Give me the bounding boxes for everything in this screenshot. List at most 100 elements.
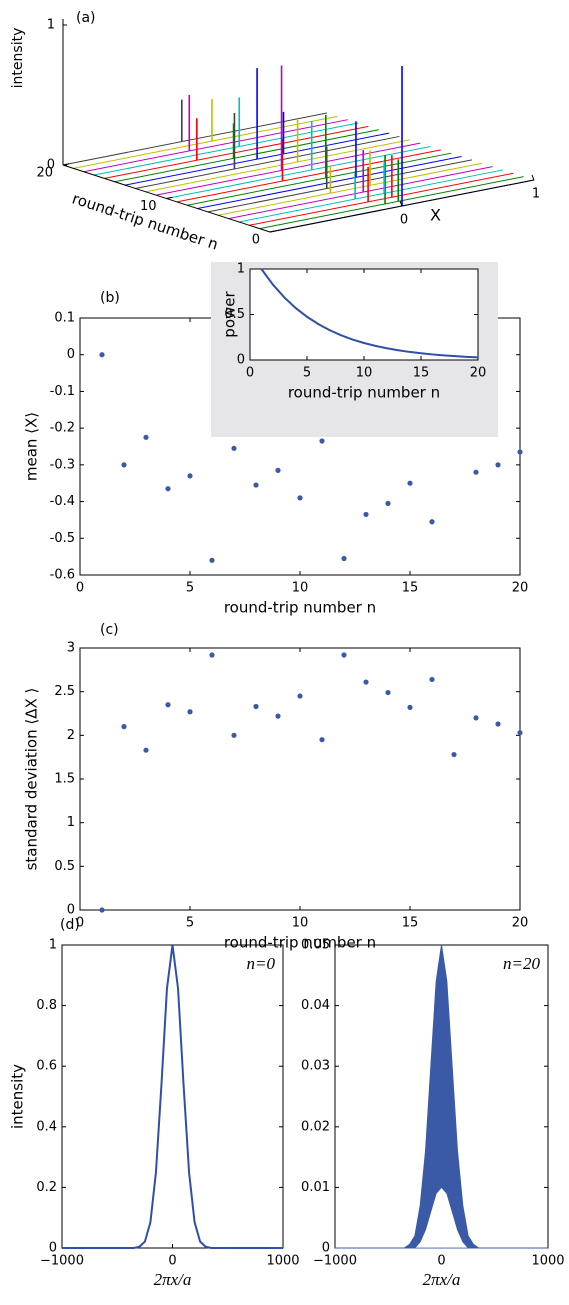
point: [407, 704, 413, 710]
panel-label: (c): [100, 622, 119, 638]
x-tick-label: 1000: [266, 1254, 299, 1269]
y-tick-label: 0: [67, 347, 75, 362]
y-tick-label: 2.5: [54, 684, 75, 699]
point: [253, 482, 259, 488]
baseline: [249, 172, 514, 226]
baseline: [207, 159, 472, 213]
x-tick-label: −1000: [40, 1254, 84, 1269]
z-tick-label: 1: [47, 18, 55, 33]
axes-box: [249, 268, 479, 361]
baseline: [145, 139, 410, 193]
y-tick-label: 0.5: [224, 307, 245, 322]
y-tick-label: -0.6: [50, 568, 75, 583]
y-tick-label: 3: [67, 641, 75, 656]
y-tick-label: 0.02: [301, 1119, 330, 1134]
z-tick-label: 0: [47, 158, 55, 173]
y-tick-label: -0.4: [50, 494, 75, 509]
x-tick-label: 0: [246, 366, 254, 381]
baseline: [166, 146, 431, 199]
y-tick-label: 1.5: [54, 772, 75, 787]
y-axis-label: standard deviation ⟨ΔX ⟩: [23, 688, 41, 871]
x-tick-label: 0: [400, 212, 408, 227]
x-axis: [269, 179, 535, 233]
baseline: [83, 119, 348, 173]
x-tick-label: 0: [168, 1254, 176, 1269]
annotation: n=0: [247, 954, 276, 973]
baseline: [135, 135, 400, 189]
baseline: [104, 125, 369, 179]
point: [473, 469, 479, 475]
x-tick-label: 5: [303, 366, 311, 381]
y-tick-label: 20: [36, 166, 53, 181]
y-tick-label: 0.01: [301, 1180, 330, 1195]
point: [385, 689, 391, 696]
point: [495, 462, 501, 468]
baseline: [228, 166, 493, 220]
baseline: [125, 132, 390, 186]
x-axis-label: round-trip number n: [224, 599, 376, 617]
point: [231, 445, 237, 451]
y-tick-label: 0.8: [36, 998, 57, 1013]
point: [451, 751, 457, 758]
point: [473, 715, 479, 721]
x-tick-label: 20: [470, 366, 487, 381]
panel-label: (d): [60, 917, 80, 933]
point: [517, 449, 523, 455]
point: [495, 721, 501, 727]
point: [99, 907, 105, 913]
z-axis-label: intensity: [10, 28, 26, 89]
x-tick: [399, 200, 403, 207]
y-axis-label: intensity: [9, 1064, 27, 1129]
y-tick-label: 0: [49, 1241, 57, 1256]
point: [517, 730, 523, 736]
point: [99, 352, 105, 358]
point: [363, 679, 369, 685]
point: [187, 709, 193, 715]
point: [121, 462, 127, 468]
x-tick-label: 10: [356, 366, 373, 381]
point: [385, 500, 391, 507]
y-tick-label: 0.04: [301, 998, 330, 1013]
baseline: [238, 169, 504, 223]
x-tick-label: 0: [76, 916, 84, 931]
y-tick-label: 0.1: [54, 311, 75, 326]
x-axis-label: 2πx/a: [423, 1270, 461, 1289]
y-tick-label: 10: [140, 199, 157, 214]
y-tick-label: 0.6: [36, 1059, 57, 1074]
x-axis-label: round-trip number n: [288, 384, 440, 402]
baseline: [62, 112, 328, 166]
area-lower: [335, 1186, 548, 1249]
x-tick-label: 5: [186, 581, 194, 596]
y-axis: [62, 164, 271, 233]
y-tick-label: -0.3: [50, 457, 75, 472]
y-axis-label: power: [221, 290, 239, 337]
y-tick-label: 1: [49, 938, 57, 953]
x-tick-label: 20: [512, 916, 529, 931]
y-tick-label: -0.2: [50, 421, 75, 436]
baseline: [176, 149, 441, 203]
point: [165, 486, 171, 492]
y-tick-label: -0.1: [50, 384, 75, 399]
point: [319, 438, 325, 444]
baseline: [218, 162, 483, 216]
baseline: [114, 129, 379, 183]
point: [407, 480, 413, 486]
point: [209, 557, 215, 563]
x-tick-label: 20: [512, 581, 529, 596]
baseline: [259, 176, 524, 230]
point: [209, 652, 215, 658]
point: [187, 473, 193, 479]
x-tick-label: 0: [76, 581, 84, 596]
baseline: [73, 115, 338, 169]
baseline: [93, 122, 359, 176]
y-tick-label: 0: [67, 903, 75, 918]
x-axis-label: 2πx/a: [154, 1270, 192, 1289]
point: [165, 702, 171, 708]
point: [297, 495, 303, 501]
point: [319, 737, 325, 743]
x-axis-label: round-trip number n: [224, 934, 376, 952]
x-tick-label: 15: [402, 916, 419, 931]
x-tick-label: 15: [413, 366, 430, 381]
y-tick-label: 1: [237, 262, 245, 277]
